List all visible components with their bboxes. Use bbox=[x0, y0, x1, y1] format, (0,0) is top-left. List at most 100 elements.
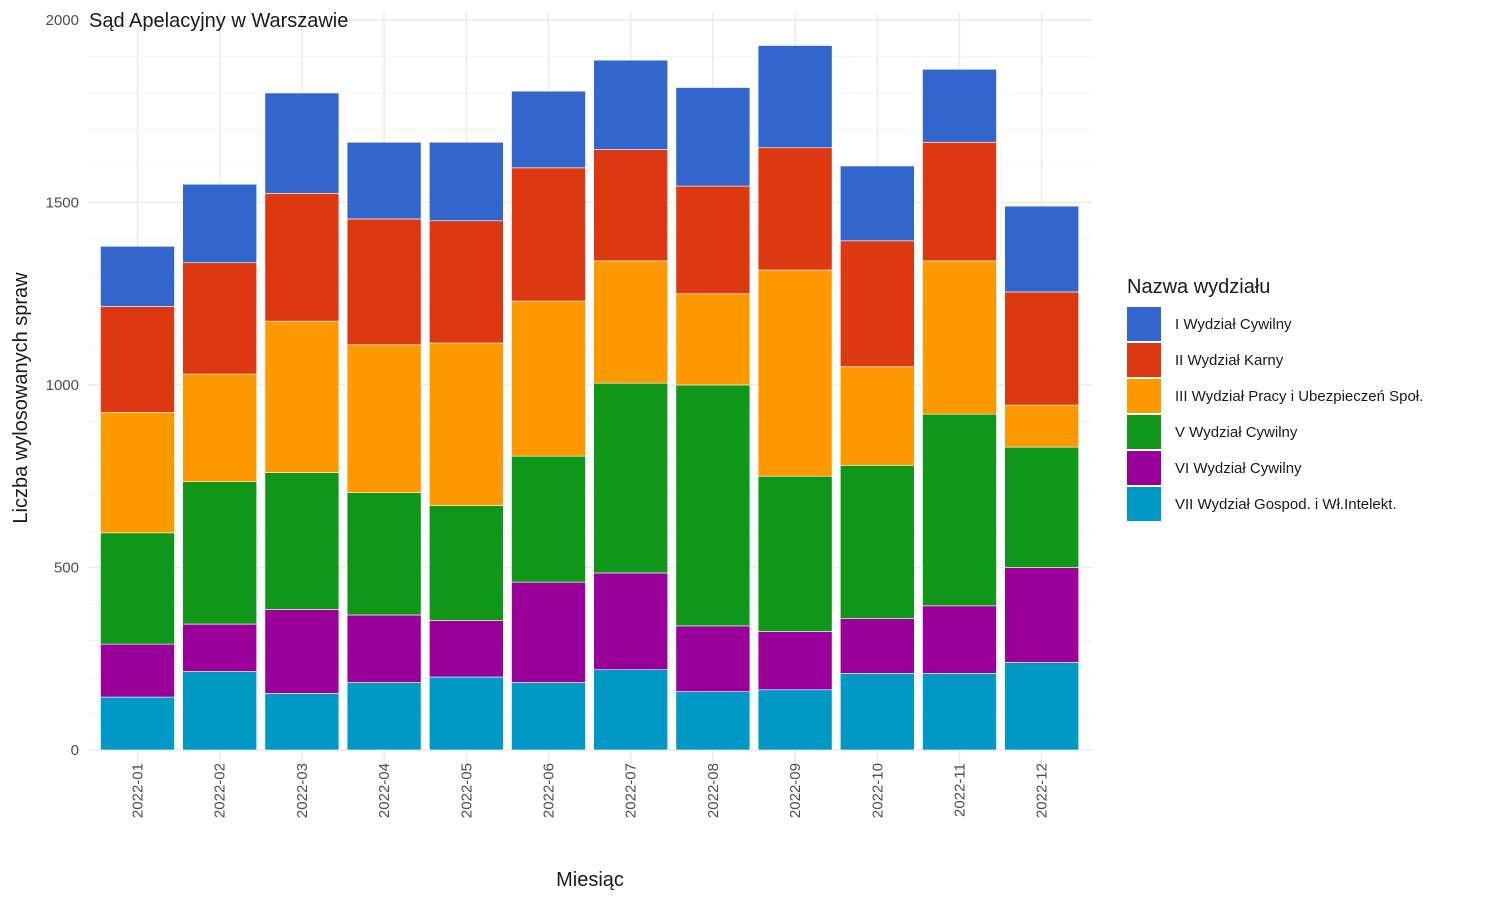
bar-stack-2022-08 bbox=[675, 87, 751, 751]
bar-stack-2022-12 bbox=[1004, 205, 1080, 751]
bar-segment bbox=[182, 183, 257, 264]
bar-segment bbox=[922, 605, 997, 674]
x-tick-label: 2022-06 bbox=[541, 763, 558, 818]
bar-segment bbox=[922, 68, 997, 143]
x-tick-label: 2022-08 bbox=[705, 763, 722, 818]
bar-segment bbox=[346, 141, 422, 220]
bar-segment bbox=[264, 609, 340, 694]
bar-segment bbox=[839, 366, 915, 466]
y-tick-label: 2000 bbox=[46, 12, 79, 29]
bar-segment bbox=[593, 149, 669, 262]
bar-segment bbox=[182, 671, 257, 751]
legend-item: III Wydział Pracy i Ubezpieczeń Społ. bbox=[1127, 379, 1423, 413]
bar-segment bbox=[675, 185, 751, 295]
bar-segment bbox=[511, 682, 586, 751]
legend-swatch bbox=[1127, 487, 1161, 521]
legend-item: V Wydział Cywilny bbox=[1127, 415, 1298, 449]
bar-segment bbox=[1004, 205, 1080, 293]
y-tick-label: 1500 bbox=[46, 195, 79, 212]
x-tick-label: 2022-12 bbox=[1034, 763, 1051, 818]
bar-segment bbox=[511, 300, 586, 457]
x-tick-label: 2022-09 bbox=[787, 763, 804, 818]
x-tick-label: 2022-03 bbox=[294, 763, 311, 818]
bar-segment bbox=[839, 673, 915, 751]
bar-segment bbox=[675, 384, 751, 627]
x-tick-label: 2022-05 bbox=[458, 763, 475, 818]
bar-stack-2022-03 bbox=[264, 92, 340, 751]
bar-segment bbox=[264, 693, 340, 751]
x-tick-label: 2022-10 bbox=[869, 763, 886, 818]
legend-label: III Wydział Pracy i Ubezpieczeń Społ. bbox=[1175, 388, 1423, 405]
bar-segment bbox=[757, 475, 833, 632]
bar-segment bbox=[428, 342, 504, 506]
bar-segment bbox=[100, 412, 175, 534]
bar-segment bbox=[346, 344, 422, 493]
bar-segment bbox=[922, 413, 997, 607]
bar-segment bbox=[675, 87, 751, 187]
bar-segment bbox=[922, 141, 997, 262]
bar-segment bbox=[100, 532, 175, 645]
legend-item: VII Wydział Gospod. i Wł.Intelekt. bbox=[1127, 487, 1397, 521]
bar-stack-2022-05 bbox=[428, 141, 504, 751]
bar-segment bbox=[1004, 567, 1080, 663]
bar-segment bbox=[757, 147, 833, 271]
bar-segment bbox=[182, 373, 257, 483]
bar-segment bbox=[839, 618, 915, 674]
chart-title: Sąd Apelacyjny w Warszawie bbox=[89, 10, 348, 32]
bar-segment bbox=[675, 293, 751, 386]
bar-segment bbox=[1004, 291, 1080, 406]
bar-segment bbox=[346, 218, 422, 346]
bar-segment bbox=[264, 320, 340, 473]
bar-segment bbox=[839, 464, 915, 619]
bar-segment bbox=[511, 455, 586, 583]
bar-segment bbox=[428, 620, 504, 678]
bar-segment bbox=[511, 581, 586, 683]
legend-label: VII Wydział Gospod. i Wł.Intelekt. bbox=[1175, 496, 1397, 513]
bar-segment bbox=[182, 481, 257, 625]
bar-segment bbox=[100, 696, 175, 751]
legend-item: I Wydział Cywilny bbox=[1127, 307, 1292, 341]
bar-segment bbox=[264, 472, 340, 610]
legend: Nazwa wydziału I Wydział Cywilny II Wydzi… bbox=[1127, 276, 1423, 521]
legend-label: I Wydział Cywilny bbox=[1175, 316, 1292, 333]
x-axis-ticks: 2022-01 2022-02 2022-03 2022-04 2022-05 2022-… bbox=[130, 763, 1051, 818]
y-axis-ticks: 0 500 1000 1500 2000 bbox=[46, 12, 79, 759]
legend-label: II Wydział Karny bbox=[1175, 352, 1284, 369]
bar-segment bbox=[757, 631, 833, 691]
bar-segment bbox=[428, 141, 504, 222]
y-axis-title: Liczba wylosowanych spraw bbox=[10, 272, 32, 524]
x-tick-label: 2022-02 bbox=[212, 763, 229, 818]
bar-segment bbox=[100, 306, 175, 413]
legend-item: II Wydział Karny bbox=[1127, 343, 1284, 377]
bar-segment bbox=[346, 614, 422, 683]
bar-stack-2022-04 bbox=[346, 141, 422, 751]
bar-segment bbox=[1004, 662, 1080, 751]
legend-swatch bbox=[1127, 379, 1161, 413]
legend-title: Nazwa wydziału bbox=[1127, 276, 1270, 298]
bar-segment bbox=[593, 572, 669, 670]
bar-stack-2022-09 bbox=[757, 45, 833, 751]
bar-segment bbox=[1004, 446, 1080, 568]
legend-swatch bbox=[1127, 307, 1161, 341]
bar-segment bbox=[100, 643, 175, 698]
bar-segment bbox=[346, 492, 422, 616]
bar-segment bbox=[839, 165, 915, 242]
y-tick-label: 0 bbox=[71, 742, 79, 759]
bar-segment bbox=[593, 669, 669, 751]
bar-segment bbox=[346, 682, 422, 751]
bar-stacks bbox=[100, 45, 1080, 751]
bar-stack-2022-02 bbox=[182, 183, 257, 751]
legend-label: V Wydział Cywilny bbox=[1175, 424, 1298, 441]
bar-segment bbox=[1004, 404, 1080, 448]
bar-segment bbox=[264, 92, 340, 194]
legend-items: I Wydział Cywilny II Wydział Karny III Wyd… bbox=[1127, 307, 1423, 521]
bar-segment bbox=[922, 260, 997, 415]
legend-swatch bbox=[1127, 451, 1161, 485]
legend-item: VI Wydział Cywilny bbox=[1127, 451, 1302, 485]
bar-segment bbox=[593, 260, 669, 384]
bar-segment bbox=[511, 90, 586, 169]
bar-stack-2022-07 bbox=[593, 59, 669, 751]
bar-segment bbox=[757, 45, 833, 149]
